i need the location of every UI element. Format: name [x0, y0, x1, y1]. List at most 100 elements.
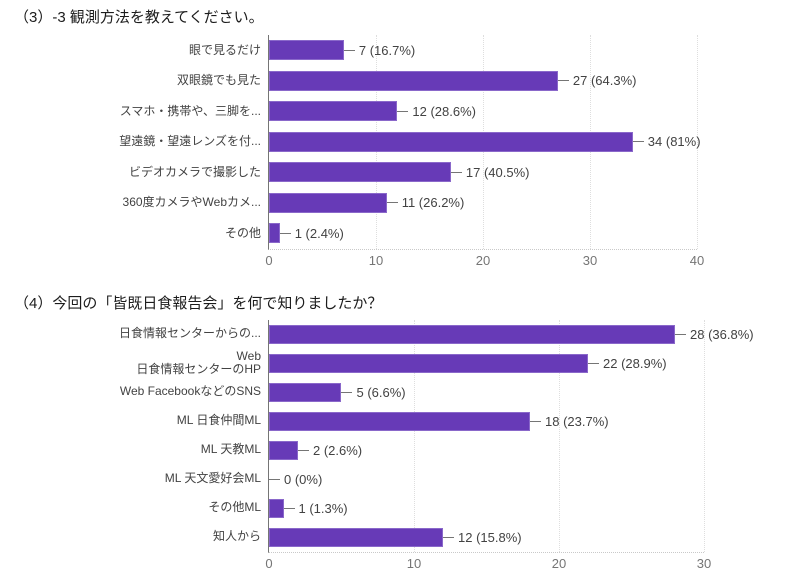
category-label: 眼で見るだけ: [188, 42, 261, 57]
category-label: Web FacebookなどのSNS: [119, 384, 261, 399]
value-annotation: 11 (26.2%): [386, 195, 465, 211]
value-connector-line: [632, 141, 644, 143]
bar: [269, 382, 342, 402]
x-tick-label: 0: [265, 252, 273, 268]
category-label: 望遠鏡・望遠レンズを付...: [119, 134, 261, 148]
value-connector-line: [298, 449, 309, 451]
category-label: 日食情報センターからの...: [118, 326, 261, 341]
category-label: ML 天教ML: [200, 442, 261, 457]
value-label: 7 (16.7%): [358, 42, 416, 58]
category-label: 双眼鏡でも見た: [176, 73, 261, 87]
bar: [269, 192, 387, 213]
value-connector-line: [397, 110, 409, 112]
value-annotation: 17 (40.5%): [450, 164, 530, 180]
gridline: [697, 35, 698, 249]
category-label: Web 日食情報センターのHP: [136, 348, 261, 376]
category-label: 知人から: [212, 529, 261, 544]
bar: [269, 131, 633, 152]
value-label: 28 (36.8%): [690, 326, 754, 342]
value-connector-line: [341, 391, 353, 393]
value-label: 2 (2.6%): [313, 442, 363, 458]
value-connector-line: [279, 232, 291, 234]
bar: [269, 353, 588, 373]
x-tick-label: 20: [475, 252, 491, 268]
bar-row: 1 (1.3%): [269, 494, 704, 523]
bar: [269, 223, 280, 244]
value-annotation: 28 (36.8%): [675, 327, 754, 342]
bar: [269, 40, 344, 61]
value-label: 17 (40.5%): [465, 164, 530, 180]
bar-row: 1 (2.4%): [269, 218, 697, 249]
bar-rows: 7 (16.7%) 27 (64.3%) 12 (28.6%) 34 (81%) 17 …: [269, 35, 701, 249]
value-connector-line: [269, 478, 280, 480]
value-annotation: 7 (16.7%): [343, 42, 416, 58]
value-connector-line: [557, 80, 569, 82]
value-connector-line: [283, 507, 295, 509]
value-annotation: 12 (28.6%): [397, 104, 476, 119]
bar-row: 7 (16.7%): [269, 35, 697, 66]
value-label: 12 (28.6%): [412, 103, 476, 119]
x-tick-label: 30: [696, 555, 712, 571]
bar-row: 12 (28.6%): [269, 96, 697, 127]
x-tick-label: 30: [582, 252, 598, 268]
x-axis: 0 10 20 30: [265, 552, 711, 574]
value-annotation: 18 (23.7%): [530, 414, 609, 429]
x-tick-label: 10: [406, 555, 422, 571]
value-annotation: 1 (1.3%): [283, 501, 348, 516]
chart-title: （4）今回の「皆既日食報告会」を何で知りましたか？: [14, 294, 383, 312]
bar-row: 27 (64.3%): [269, 66, 697, 97]
bar-row: 28 (36.8%): [269, 320, 754, 349]
category-label: スマホ・携帯や、三脚を...: [119, 103, 261, 118]
value-label: 18 (23.7%): [545, 413, 609, 429]
value-label: 27 (64.3%): [572, 73, 637, 89]
chart-area: 日食情報センターからの... Web 日食情報センターのHP Web Faceboo…: [0, 319, 800, 571]
x-tick-label: 20: [551, 555, 567, 571]
category-label: その他ML: [208, 500, 261, 515]
category-label: 360度カメラやWebカメ...: [122, 195, 261, 209]
category-axis: 日食情報センターからの... Web 日食情報センターのHP Web Faceboo…: [0, 320, 268, 552]
value-annotation: 0 (0%): [269, 472, 322, 487]
bar-row: 18 (23.7%): [269, 407, 704, 436]
value-label: 5 (6.6%): [356, 384, 406, 400]
bar: [269, 411, 530, 431]
value-label: 22 (28.9%): [603, 355, 667, 371]
bar-row: 2 (2.6%): [269, 436, 704, 465]
category-label: その他: [224, 225, 261, 240]
bar-row: 5 (6.6%): [269, 378, 704, 407]
category-label: ML 日食仲間ML: [176, 413, 261, 428]
value-connector-line: [675, 333, 686, 335]
gridline: [558, 319, 560, 552]
bar-rows: 28 (36.8%) 22 (28.9%) 5 (6.6%) 18 (23.7%) 2 …: [269, 320, 754, 552]
value-label: 12 (15.8%): [458, 529, 522, 545]
bar: [269, 70, 558, 91]
x-axis: 0 10 20 30 40: [265, 249, 704, 271]
value-label: 34 (81%): [647, 134, 701, 150]
value-connector-line: [450, 171, 462, 173]
value-connector-line: [386, 202, 398, 204]
bar-row: 0 (0%): [269, 465, 704, 494]
value-connector-line: [343, 49, 355, 51]
value-annotation: 27 (64.3%): [557, 73, 637, 89]
value-label: 11 (26.2%): [401, 195, 465, 211]
bar-row: 34 (81%): [269, 127, 701, 158]
value-connector-line: [443, 536, 454, 538]
chart-q3-observation-method: （3）-3 観測方法を教えてください。 眼で見るだけ 双眼鏡でも見た スマホ・携帯や…: [0, 0, 800, 268]
category-axis: 眼で見るだけ双眼鏡でも見たスマホ・携帯や、三脚を... 望遠鏡・望遠レンズを付..…: [0, 35, 268, 249]
value-annotation: 22 (28.9%): [588, 356, 667, 371]
bar: [269, 498, 284, 518]
value-annotation: 2 (2.6%): [298, 443, 362, 458]
bar-row: 12 (15.8%): [269, 523, 704, 552]
value-label: 1 (2.4%): [294, 225, 344, 241]
value-connector-line: [530, 420, 541, 422]
value-connector-line: [588, 362, 599, 364]
bar-row: 22 (28.9%): [269, 349, 704, 378]
gridline: [413, 319, 415, 552]
value-annotation: 12 (15.8%): [443, 530, 522, 545]
value-annotation: 1 (2.4%): [279, 225, 344, 241]
value-annotation: 5 (6.6%): [341, 384, 406, 400]
chart-q4-how-did-you-hear: （4）今回の「皆既日食報告会」を何で知りましたか？ 日食情報センターからの...…: [0, 274, 800, 571]
chart-area: 眼で見るだけ双眼鏡でも見たスマホ・携帯や、三脚を... 望遠鏡・望遠レンズを付..…: [0, 35, 800, 268]
bar-row: 17 (40.5%): [269, 157, 697, 188]
gridline: [704, 319, 705, 552]
category-label: ビデオカメラで撮影した: [128, 164, 261, 179]
